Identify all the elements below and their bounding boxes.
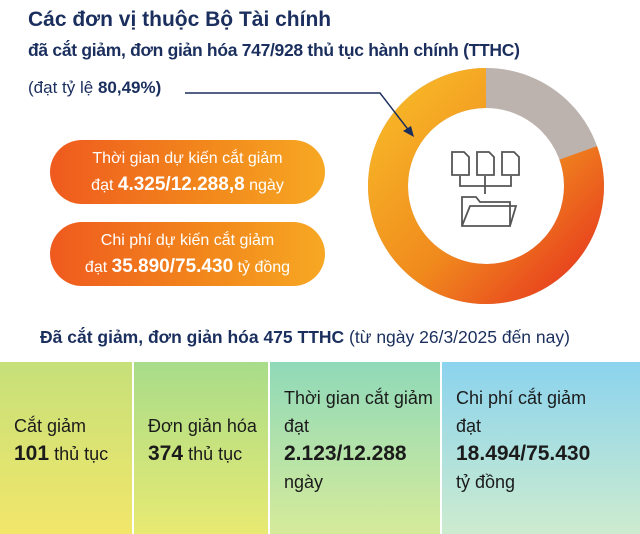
section-note: (từ ngày 26/3/2025 đến nay) [349,327,570,347]
box-unit: thủ tục [188,444,243,464]
box-figure: 18.494/75.430 [456,442,591,465]
box-figure: 374 [148,442,184,465]
box-figure: 2.123/12.288 [284,442,407,465]
box-unit: tỷ đồng [456,472,516,492]
pointer-line [185,92,411,133]
box-line: Chi phí cắt giảm [456,388,587,408]
donut-chart [185,68,605,304]
stat-box: Cắt giảm 101 thủ tục [0,362,132,534]
box-line: Thời gian cắt giảm [284,388,433,408]
ratio-prefix: (đạt tỷ lệ [28,78,94,97]
pill-line: Thời gian dự kiến cắt giảm [92,150,283,167]
box-line: 101 thủ tục [14,440,132,468]
ratio-suffix: ) [155,78,162,97]
pill-prefix: đạt [84,259,108,276]
box-figure: 101 [14,442,50,465]
pill-figure: 4.325/12.288,8 [117,174,245,195]
donut-arc [368,68,605,304]
stat-box: Đơn giản hóa 374 thủ tục [134,362,268,534]
pill-line: Chi phí dự kiến cắt giảm [100,232,275,249]
pill-line: đạt 35.890/75.430 tỷ đồng [50,254,325,281]
pill-line: đạt 4.325/12.288,8 ngày [50,172,325,199]
box-line: 374 thủ tục [148,440,268,468]
pill-unit: tỷ đồng [237,259,291,276]
pointer-arrow [403,126,414,137]
ratio-value: 80,49% [97,78,156,97]
box-line: Đơn giản hóa [148,416,257,436]
stat-box: Thời gian cắt giảm đạt 2.123/12.288 ngày [270,362,440,534]
box-unit: ngày [284,472,324,492]
stat-box: Chi phí cắt giảm đạt 18.494/75.430 tỷ đồ… [442,362,640,534]
section-title: Đã cắt giảm, đơn giản hóa 475 TTHC [40,327,345,347]
pill: Thời gian dự kiến cắt giảm đạt 4.325/12.… [50,140,325,204]
pill-unit: ngày [249,177,284,194]
box-line: đạt [284,416,310,436]
ratio-text: (đạt tỷ lệ 80,49%) [28,78,161,98]
title-line: đã cắt giảm, đơn giản hóa 747/928 thủ tụ… [28,40,520,60]
pill-prefix: đạt [91,177,114,194]
section-heading: Đã cắt giảm, đơn giản hóa 475 TTHC (từ n… [40,327,570,348]
pill: Chi phí dự kiến cắt giảm đạt 35.890/75.4… [50,222,325,286]
box-line: đạt [456,416,482,436]
folder-icon [451,151,520,227]
box-line: Cắt giảm [14,416,87,436]
title-line: Các đơn vị thuộc Bộ Tài chính [28,8,332,31]
box-unit: thủ tục [54,444,109,464]
pill-figure: 35.890/75.430 [111,256,234,277]
